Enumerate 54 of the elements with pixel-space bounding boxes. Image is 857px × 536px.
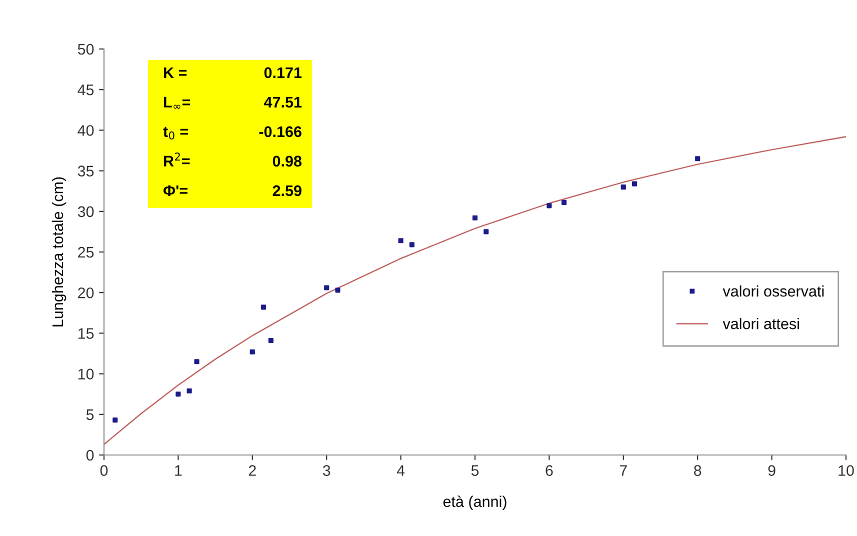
y-tick-label: 20 <box>78 287 94 298</box>
y-tick-label: 5 <box>86 409 94 420</box>
point <box>250 349 255 354</box>
x-tick-label: 2 <box>248 465 256 476</box>
point <box>632 181 638 186</box>
point <box>176 392 181 397</box>
point <box>112 418 118 423</box>
y-tick-label: 30 <box>78 206 94 218</box>
point <box>484 229 489 234</box>
point <box>261 304 266 310</box>
legend-label: valori attesi <box>722 318 799 330</box>
point <box>186 388 192 394</box>
y-tick-label: 50 <box>78 44 94 55</box>
x-tick-label: 6 <box>546 465 553 476</box>
x-tick-label: 10 <box>838 465 854 476</box>
x-tick-label: 3 <box>322 465 330 476</box>
point <box>472 215 478 220</box>
point <box>194 359 200 364</box>
y-tick-label: 0 <box>86 450 94 461</box>
y-tick-label: 45 <box>78 84 94 96</box>
y-tick-label: 35 <box>78 166 94 176</box>
point <box>562 200 567 205</box>
point <box>546 203 552 208</box>
annotation: R$^{2}$= <box>164 152 190 166</box>
point <box>409 242 414 248</box>
y-tick-label: 15 <box>78 328 94 339</box>
x-tick-label: 7 <box>620 465 627 476</box>
annotation: 0.98 <box>272 156 302 167</box>
x-tick-label: 9 <box>768 465 776 476</box>
y-tick-label: 10 <box>78 368 94 380</box>
x-tick-label: 1 <box>175 465 182 476</box>
x-tick-label: 0 <box>100 465 108 476</box>
point <box>620 184 626 190</box>
annotation: t$_{0}$ = <box>163 126 188 140</box>
annotation: -0.166 <box>259 126 302 138</box>
annotation: 2.59 <box>272 185 302 196</box>
point <box>695 156 700 162</box>
annotation: L$_{∞}$= <box>164 96 190 109</box>
point <box>324 285 330 290</box>
y-axis-title: Lunghezza totale (cm) <box>52 177 66 326</box>
annotation: 47.51 <box>264 96 302 108</box>
y-tick-label: 25 <box>78 246 94 258</box>
point <box>268 338 274 344</box>
x-tick-label: 8 <box>694 465 702 476</box>
annotation: 0.171 <box>264 67 302 78</box>
x-tick-label: 5 <box>471 465 479 476</box>
x-tick-label: 4 <box>396 465 405 476</box>
annotation: K = <box>164 67 187 78</box>
point <box>335 288 340 293</box>
y-tick-label: 40 <box>78 125 94 136</box>
point <box>398 238 404 244</box>
legend-label: valori osservati <box>722 285 824 297</box>
x-axis-title: età (anni) <box>443 496 506 510</box>
annotation: Φ'= <box>163 185 188 196</box>
